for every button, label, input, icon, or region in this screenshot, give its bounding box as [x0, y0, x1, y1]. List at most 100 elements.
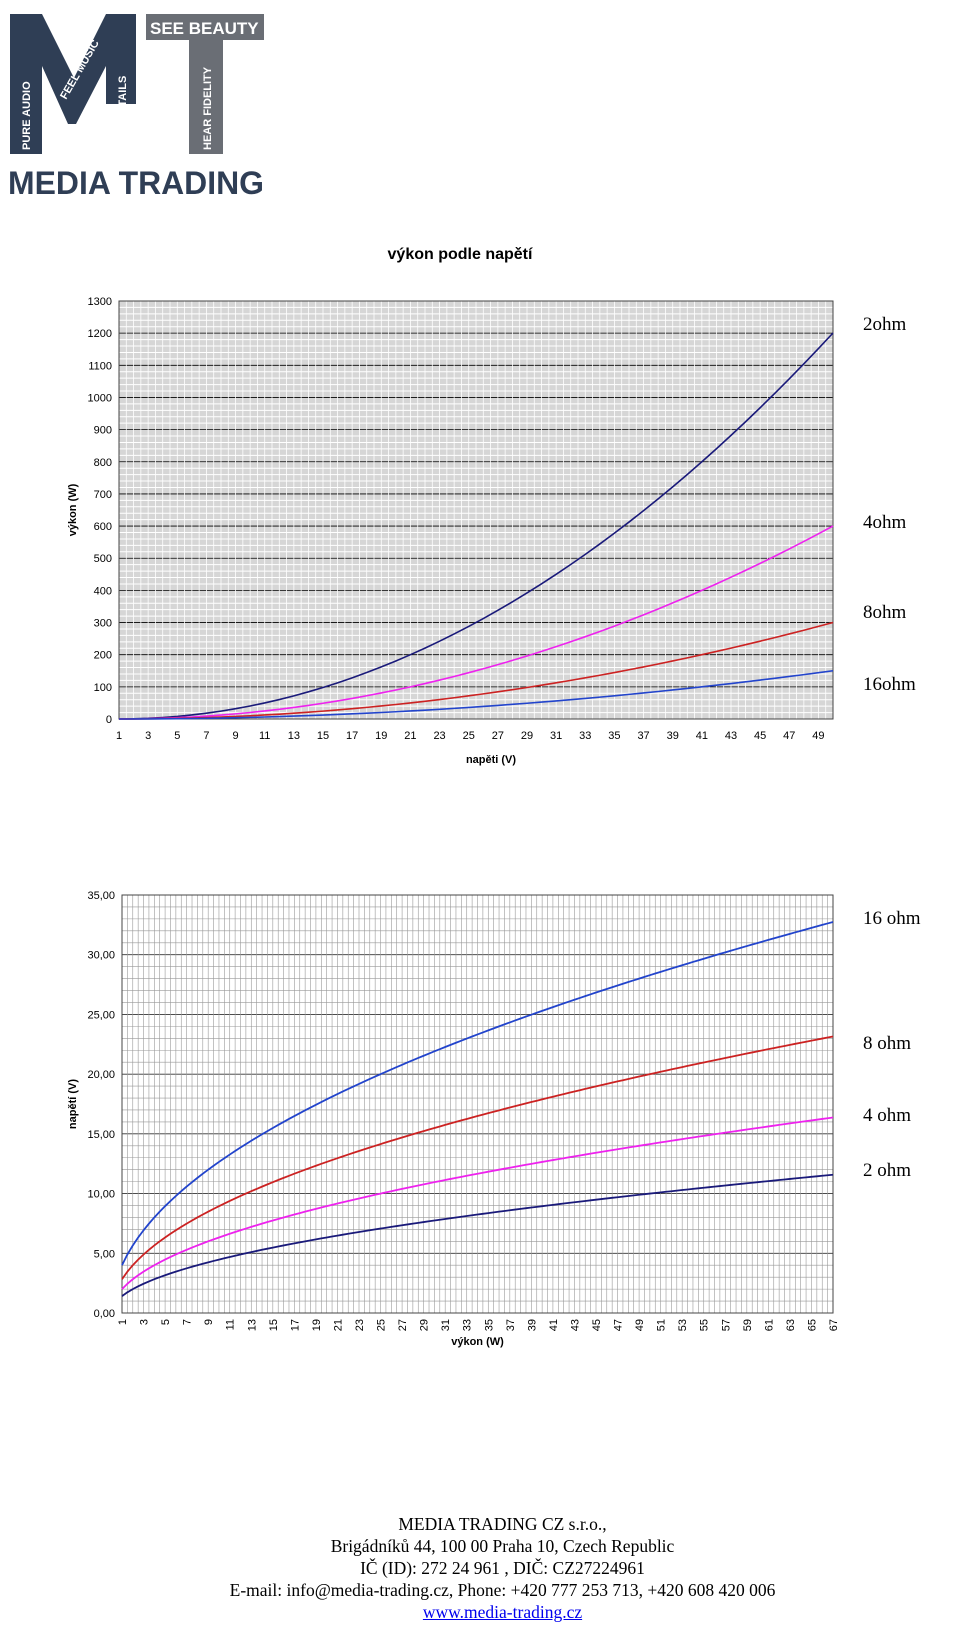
x-tick-label: 57	[720, 1319, 732, 1331]
footer-company: MEDIA TRADING CZ s.r.o.,	[398, 1514, 607, 1534]
y-tick-label: 0,00	[94, 1308, 115, 1320]
series-line-16ohm	[121, 921, 834, 1266]
y-tick-label: 200	[94, 650, 112, 662]
x-tick-label: 37	[505, 1319, 517, 1331]
y-tick-label: 600	[94, 521, 112, 533]
x-tick-label: 35	[483, 1319, 495, 1331]
x-tick-label: 27	[492, 730, 504, 742]
x-tick-label: 51	[656, 1319, 668, 1331]
y-tick-label: 900	[94, 425, 112, 437]
chart1-title: výkon podle napětí	[387, 246, 533, 263]
legend-label-8ohm: 8 ohm	[863, 1033, 911, 1054]
y-tick-label: 15,00	[87, 1129, 115, 1141]
x-tick-label: 11	[259, 730, 270, 742]
x-tick-label: 67	[828, 1319, 840, 1331]
x-tick-label: 39	[526, 1319, 538, 1331]
x-tick-label: 15	[317, 730, 329, 742]
x-tick-label: 17	[289, 1319, 301, 1331]
series-line-2ohm	[118, 332, 834, 720]
plot-border	[121, 894, 834, 1314]
logo-tagline-4: SEE BEAUTY	[150, 19, 259, 38]
x-tick-label: 13	[246, 1319, 258, 1331]
x-tick-label: 7	[182, 1319, 194, 1325]
y-tick-label: 300	[94, 618, 112, 630]
y-tick-label: 400	[94, 585, 112, 597]
y-tick-label: 1100	[88, 360, 112, 372]
legend-label-2ohm: 2 ohm	[863, 1160, 911, 1181]
x-tick-label: 3	[145, 730, 151, 742]
logo-tagline-1: PURE AUDIO	[21, 81, 33, 150]
legend-label-16ohm: 16 ohm	[863, 908, 921, 929]
x-tick-label: 7	[203, 730, 209, 742]
x-tick-label: 37	[637, 730, 649, 742]
series-line-4ohm	[118, 525, 834, 720]
x-tick-label: 1	[116, 730, 122, 742]
y-tick-label: 500	[94, 553, 112, 565]
series-line-8ohm	[118, 621, 834, 720]
x-tick-label: 49	[812, 730, 824, 742]
x-tick-label: 45	[754, 730, 766, 742]
x-tick-label: 25	[463, 730, 475, 742]
x-tick-label: 31	[550, 730, 562, 742]
x-tick-label: 17	[346, 730, 358, 742]
x-tick-label: 41	[696, 730, 708, 742]
x-tick-label: 23	[354, 1319, 366, 1331]
x-tick-label: 11	[225, 1319, 237, 1330]
y-axis-label: výkon (W)	[67, 483, 79, 536]
x-tick-label: 19	[311, 1319, 323, 1331]
plot-border	[118, 300, 834, 720]
x-tick-label: 59	[742, 1319, 754, 1331]
series-line-4ohm	[121, 1116, 834, 1290]
footer-contact: E-mail: info@media-trading.cz, Phone: +4…	[229, 1580, 776, 1600]
footer-website-link[interactable]: www.media-trading.cz	[422, 1602, 583, 1622]
x-tick-label: 13	[288, 730, 300, 742]
series-line-2ohm	[121, 1173, 834, 1297]
legend-label-16ohm: 16ohm	[863, 674, 916, 695]
logo-tagline-5: HEAR FIDELITY	[202, 66, 214, 150]
x-tick-label: 15	[268, 1319, 280, 1331]
x-tick-label: 1	[117, 1319, 129, 1325]
x-tick-label: 19	[375, 730, 387, 742]
x-tick-label: 3	[139, 1319, 151, 1325]
x-tick-label: 65	[807, 1319, 819, 1331]
x-tick-label: 49	[634, 1319, 646, 1331]
x-axis-label: výkon (W)	[451, 1336, 504, 1348]
y-tick-label: 0	[106, 714, 112, 726]
footer-address: Brigádníků 44, 100 00 Praha 10, Czech Re…	[330, 1536, 675, 1556]
y-tick-label: 5,00	[94, 1248, 115, 1260]
legend-label-4ohm: 4 ohm	[863, 1105, 911, 1126]
x-tick-label: 43	[570, 1319, 582, 1331]
footer: MEDIA TRADING CZ s.r.o., Brigádníků 44, …	[0, 1513, 960, 1623]
y-tick-label: 10,00	[87, 1189, 115, 1201]
y-tick-label: 1000	[88, 392, 112, 404]
x-tick-label: 39	[667, 730, 679, 742]
legend-label-4ohm: 4ohm	[863, 512, 907, 533]
legend-label-8ohm: 8ohm	[863, 602, 907, 623]
x-axis-label: napěti (V)	[466, 754, 516, 766]
y-tick-label: 1300	[88, 296, 112, 308]
x-tick-label: 27	[397, 1319, 409, 1331]
y-tick-label: 1200	[88, 328, 112, 340]
x-tick-label: 35	[608, 730, 620, 742]
x-tick-label: 47	[783, 730, 795, 742]
x-tick-label: 29	[419, 1319, 431, 1331]
y-tick-label: 25,00	[87, 1009, 115, 1021]
y-tick-label: 100	[94, 682, 112, 694]
chart1-power-vs-voltage: 0 100 200 300 400 500 600 700 800 900 1000 1100 1200…	[67, 296, 916, 766]
logo-mark-t	[146, 14, 264, 154]
x-tick-label: 53	[677, 1319, 689, 1331]
y-tick-label: 20,00	[87, 1069, 115, 1081]
x-tick-label: 25	[376, 1319, 388, 1331]
x-tick-label: 45	[591, 1319, 603, 1331]
legend-label-2ohm: 2ohm	[863, 314, 907, 335]
x-tick-label: 5	[174, 730, 180, 742]
series-line-16ohm	[118, 669, 834, 720]
series-line-8ohm	[121, 1035, 834, 1280]
x-tick-label: 5	[160, 1319, 172, 1325]
x-tick-label: 33	[579, 730, 591, 742]
x-tick-label: 9	[203, 1319, 215, 1325]
y-tick-label: 35,00	[87, 890, 115, 902]
x-tick-label: 63	[785, 1319, 797, 1331]
x-tick-label: 21	[404, 730, 416, 742]
x-tick-label: 47	[613, 1319, 625, 1331]
